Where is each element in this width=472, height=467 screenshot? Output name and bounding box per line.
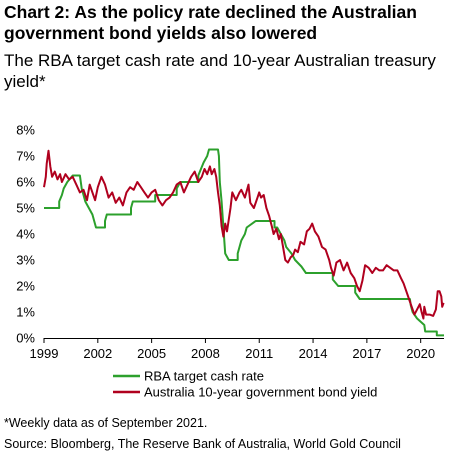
y-tick-label: 8% xyxy=(16,123,35,138)
y-tick-label: 5% xyxy=(16,201,35,216)
y-tick-label: 4% xyxy=(16,227,35,242)
chart-title: Chart 2: As the policy rate declined the… xyxy=(4,2,417,43)
chart: 0% 1% 2% 3% 4% 5% 6% 7% 8% 1999 2002 2005 2008 2011 2… xyxy=(16,123,445,400)
series-line-cash-rate xyxy=(44,148,444,337)
series-line-bond-yield xyxy=(43,149,445,320)
x-tick-label: 2002 xyxy=(83,346,112,361)
y-tick-label: 7% xyxy=(16,149,35,164)
x-tick-label: 2008 xyxy=(191,346,220,361)
x-tick-label: 2020 xyxy=(406,346,435,361)
legend-label: Australia 10-year government bond yield xyxy=(144,385,377,400)
plot-area xyxy=(43,148,445,337)
footnote: *Weekly data as of September 2021. xyxy=(4,416,208,430)
x-tick-label: 1999 xyxy=(30,346,59,361)
y-axis: 0% 1% 2% 3% 4% 5% 6% 7% 8% xyxy=(16,123,35,346)
x-tick-label: 2017 xyxy=(352,346,381,361)
source-note: Source: Bloomberg, The Reserve Bank of A… xyxy=(4,437,401,451)
x-tick-label: 2005 xyxy=(137,346,166,361)
y-tick-label: 0% xyxy=(16,331,35,346)
x-tick-label: 2011 xyxy=(245,346,273,361)
x-tick-label: 2014 xyxy=(299,346,328,361)
y-tick-label: 6% xyxy=(16,175,35,190)
y-tick-label: 3% xyxy=(16,253,35,268)
legend-label: RBA target cash rate xyxy=(144,369,264,384)
chart-subtitle: The RBA target cash rate and 10-year Aus… xyxy=(4,51,436,91)
y-tick-label: 1% xyxy=(16,305,35,320)
x-axis: 1999 2002 2005 2008 2011 2014 2017 2020 xyxy=(30,338,435,361)
y-tick-label: 2% xyxy=(16,279,35,294)
